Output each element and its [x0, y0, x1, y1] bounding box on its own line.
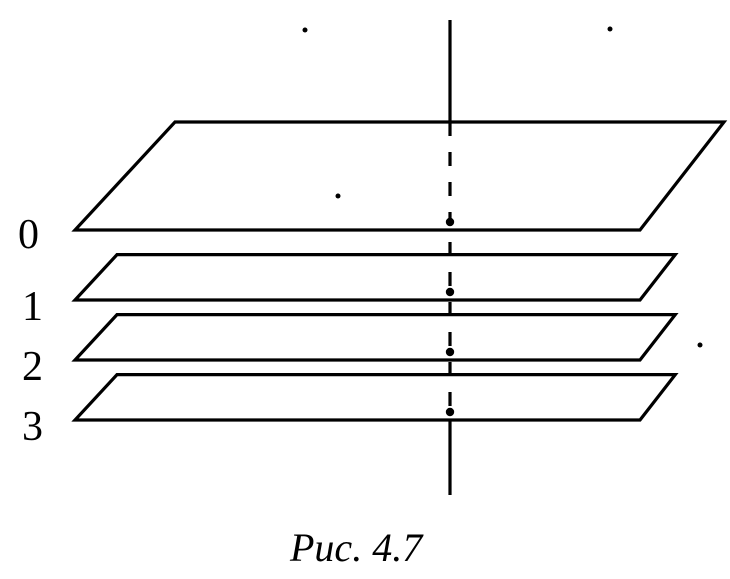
speck-2: [336, 194, 341, 199]
speck-1: [608, 27, 613, 32]
axis-dot-1: [446, 288, 454, 296]
axis-dot-0: [446, 218, 454, 226]
speck-3: [698, 343, 703, 348]
plane-label-2: 2: [22, 346, 43, 388]
speck-0: [303, 28, 308, 33]
figure-canvas: 0 1 2 3 Рис. 4.7: [0, 0, 730, 579]
plane-0: [75, 122, 724, 230]
axis-dot-2: [446, 348, 454, 356]
plane-2: [75, 315, 675, 360]
layered-planes-diagram: [0, 0, 730, 579]
plane-3: [75, 375, 675, 420]
axis-dot-3: [446, 408, 454, 416]
plane-label-0: 0: [18, 214, 39, 256]
plane-1: [75, 255, 675, 300]
plane-label-1: 1: [22, 286, 43, 328]
figure-caption: Рис. 4.7: [290, 528, 422, 568]
plane-label-3: 3: [22, 406, 43, 448]
